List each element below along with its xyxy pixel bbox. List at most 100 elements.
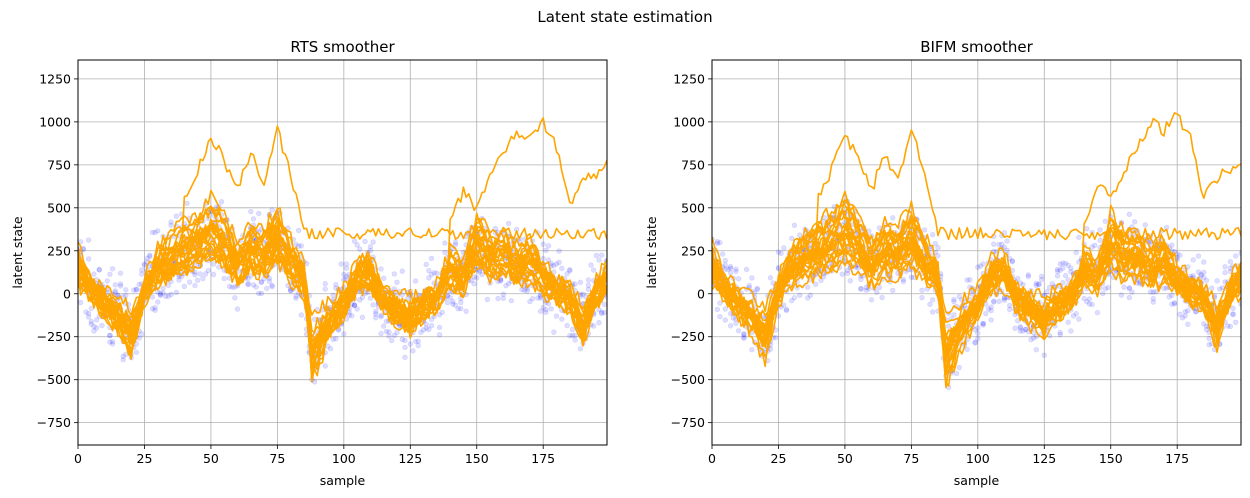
- rts-observation-point: [535, 295, 541, 301]
- bifm-observation-point: [733, 320, 739, 326]
- rts-observation-point: [184, 200, 190, 207]
- rts-observation-point: [107, 271, 113, 278]
- bifm-observation-point: [847, 278, 853, 284]
- bifm-observation-point: [733, 268, 739, 275]
- rts-observation-point: [378, 314, 384, 320]
- bifm-observation-point: [929, 309, 936, 315]
- rts-observation-point: [322, 363, 328, 369]
- bifm-observation-point: [722, 306, 728, 312]
- rts-observation-point: [136, 281, 142, 288]
- bifm-observation-point: [1214, 278, 1220, 284]
- rts-observation-point: [423, 321, 429, 327]
- rts-observation-point: [173, 213, 180, 219]
- bifm-observation-point: [1062, 272, 1069, 279]
- rts-observation-point: [107, 339, 113, 345]
- bifm-observation-point: [804, 295, 811, 301]
- bifm-observation-point: [754, 286, 760, 293]
- rts-observation-point: [553, 313, 560, 319]
- rts-observation-point: [120, 356, 126, 363]
- bifm-observation-point: [927, 301, 933, 308]
- rts-observation-point: [367, 295, 374, 301]
- bifm-observation-point: [919, 294, 925, 301]
- rts-observation-point: [96, 267, 102, 273]
- rts-observation-point: [468, 277, 475, 284]
- rts-observation-point: [598, 252, 605, 258]
- rts-observation-point: [500, 295, 507, 302]
- bifm-observation-point: [1065, 319, 1071, 325]
- rts-observation-point: [415, 338, 421, 344]
- bifm-observation-point: [863, 287, 869, 293]
- rts-observation-point: [394, 279, 400, 286]
- rts-observation-point: [551, 262, 557, 269]
- rts-observation-point: [197, 271, 203, 277]
- rts-y-tick-label: 0: [63, 286, 71, 301]
- rts-observation-point: [192, 272, 198, 278]
- bifm-observation-point: [773, 335, 779, 341]
- bifm-observation-point: [741, 331, 747, 337]
- rts-observation-point: [85, 310, 92, 317]
- bifm-observation-point: [1060, 265, 1066, 271]
- rts-observation-point: [450, 298, 456, 305]
- bifm-observation-point: [983, 310, 989, 317]
- rts-observation-point: [442, 240, 448, 246]
- bifm-observation-point: [1142, 222, 1149, 228]
- rts-observation-point: [343, 273, 350, 280]
- rts-observation-point: [505, 280, 512, 287]
- rts-observation-point: [192, 282, 198, 289]
- rts-observation-point: [367, 247, 374, 254]
- rts-observation-point: [386, 333, 392, 339]
- bifm-observation-point: [929, 297, 936, 303]
- rts-observation-point: [264, 285, 270, 292]
- rts-observation-point: [234, 306, 241, 312]
- bifm-observation-point: [988, 304, 994, 310]
- bifm-observation-point: [807, 292, 814, 298]
- rts-observation-point: [322, 286, 328, 292]
- bifm-observation-point: [1073, 249, 1079, 256]
- bifm-observation-point: [1084, 226, 1090, 232]
- bifm-observation-point: [781, 245, 787, 251]
- rts-observation-point: [543, 247, 549, 254]
- rts-observation-point: [402, 354, 408, 361]
- bifm-y-tick-label: −250: [671, 329, 705, 344]
- rts-marks: [78, 117, 607, 385]
- bifm-observation-point: [727, 270, 734, 276]
- bifm-observation-point: [900, 276, 907, 283]
- bifm-observation-point: [717, 300, 723, 306]
- rts-observation-point: [91, 328, 97, 334]
- rts-observation-point: [96, 266, 102, 273]
- rts-y-axis-label: latent state: [10, 216, 25, 288]
- bifm-observation-point: [1092, 242, 1098, 249]
- bifm-observation-point: [1201, 259, 1207, 265]
- bifm-observation-point: [727, 263, 734, 270]
- bifm-observation-point: [1097, 237, 1103, 243]
- rts-y-tick-label: 250: [47, 243, 71, 258]
- bifm-observation-point: [858, 276, 864, 283]
- bifm-observation-point: [717, 313, 723, 320]
- bifm-x-tick-label: 150: [1099, 451, 1123, 466]
- bifm-observation-point: [1089, 301, 1095, 308]
- rts-observation-point: [149, 229, 156, 236]
- rts-observation-point: [450, 301, 456, 307]
- bifm-observation-point: [727, 265, 734, 271]
- rts-observation-point: [420, 327, 427, 333]
- rts-observation-point: [572, 337, 578, 343]
- bifm-observation-point: [1004, 238, 1010, 244]
- bifm-observation-point: [975, 330, 981, 336]
- rts-y-tick-label: −250: [37, 329, 71, 344]
- bifm-observation-point: [844, 270, 851, 277]
- rts-observation-point: [295, 227, 302, 234]
- bifm-observation-point: [717, 239, 723, 246]
- bifm-observation-point: [714, 240, 721, 247]
- rts-observation-point: [245, 275, 251, 282]
- rts-observation-point: [147, 253, 153, 260]
- rts-observation-point: [109, 341, 116, 347]
- bifm-observation-point: [844, 267, 851, 274]
- bifm-x-axis-label: sample: [954, 473, 1000, 488]
- rts-observation-point: [269, 207, 275, 213]
- bifm-observation-point: [730, 315, 736, 321]
- rts-observation-point: [585, 282, 592, 288]
- rts-observation-point: [181, 283, 188, 290]
- bifm-observation-point: [876, 284, 883, 291]
- bifm-observation-point: [1015, 275, 1021, 282]
